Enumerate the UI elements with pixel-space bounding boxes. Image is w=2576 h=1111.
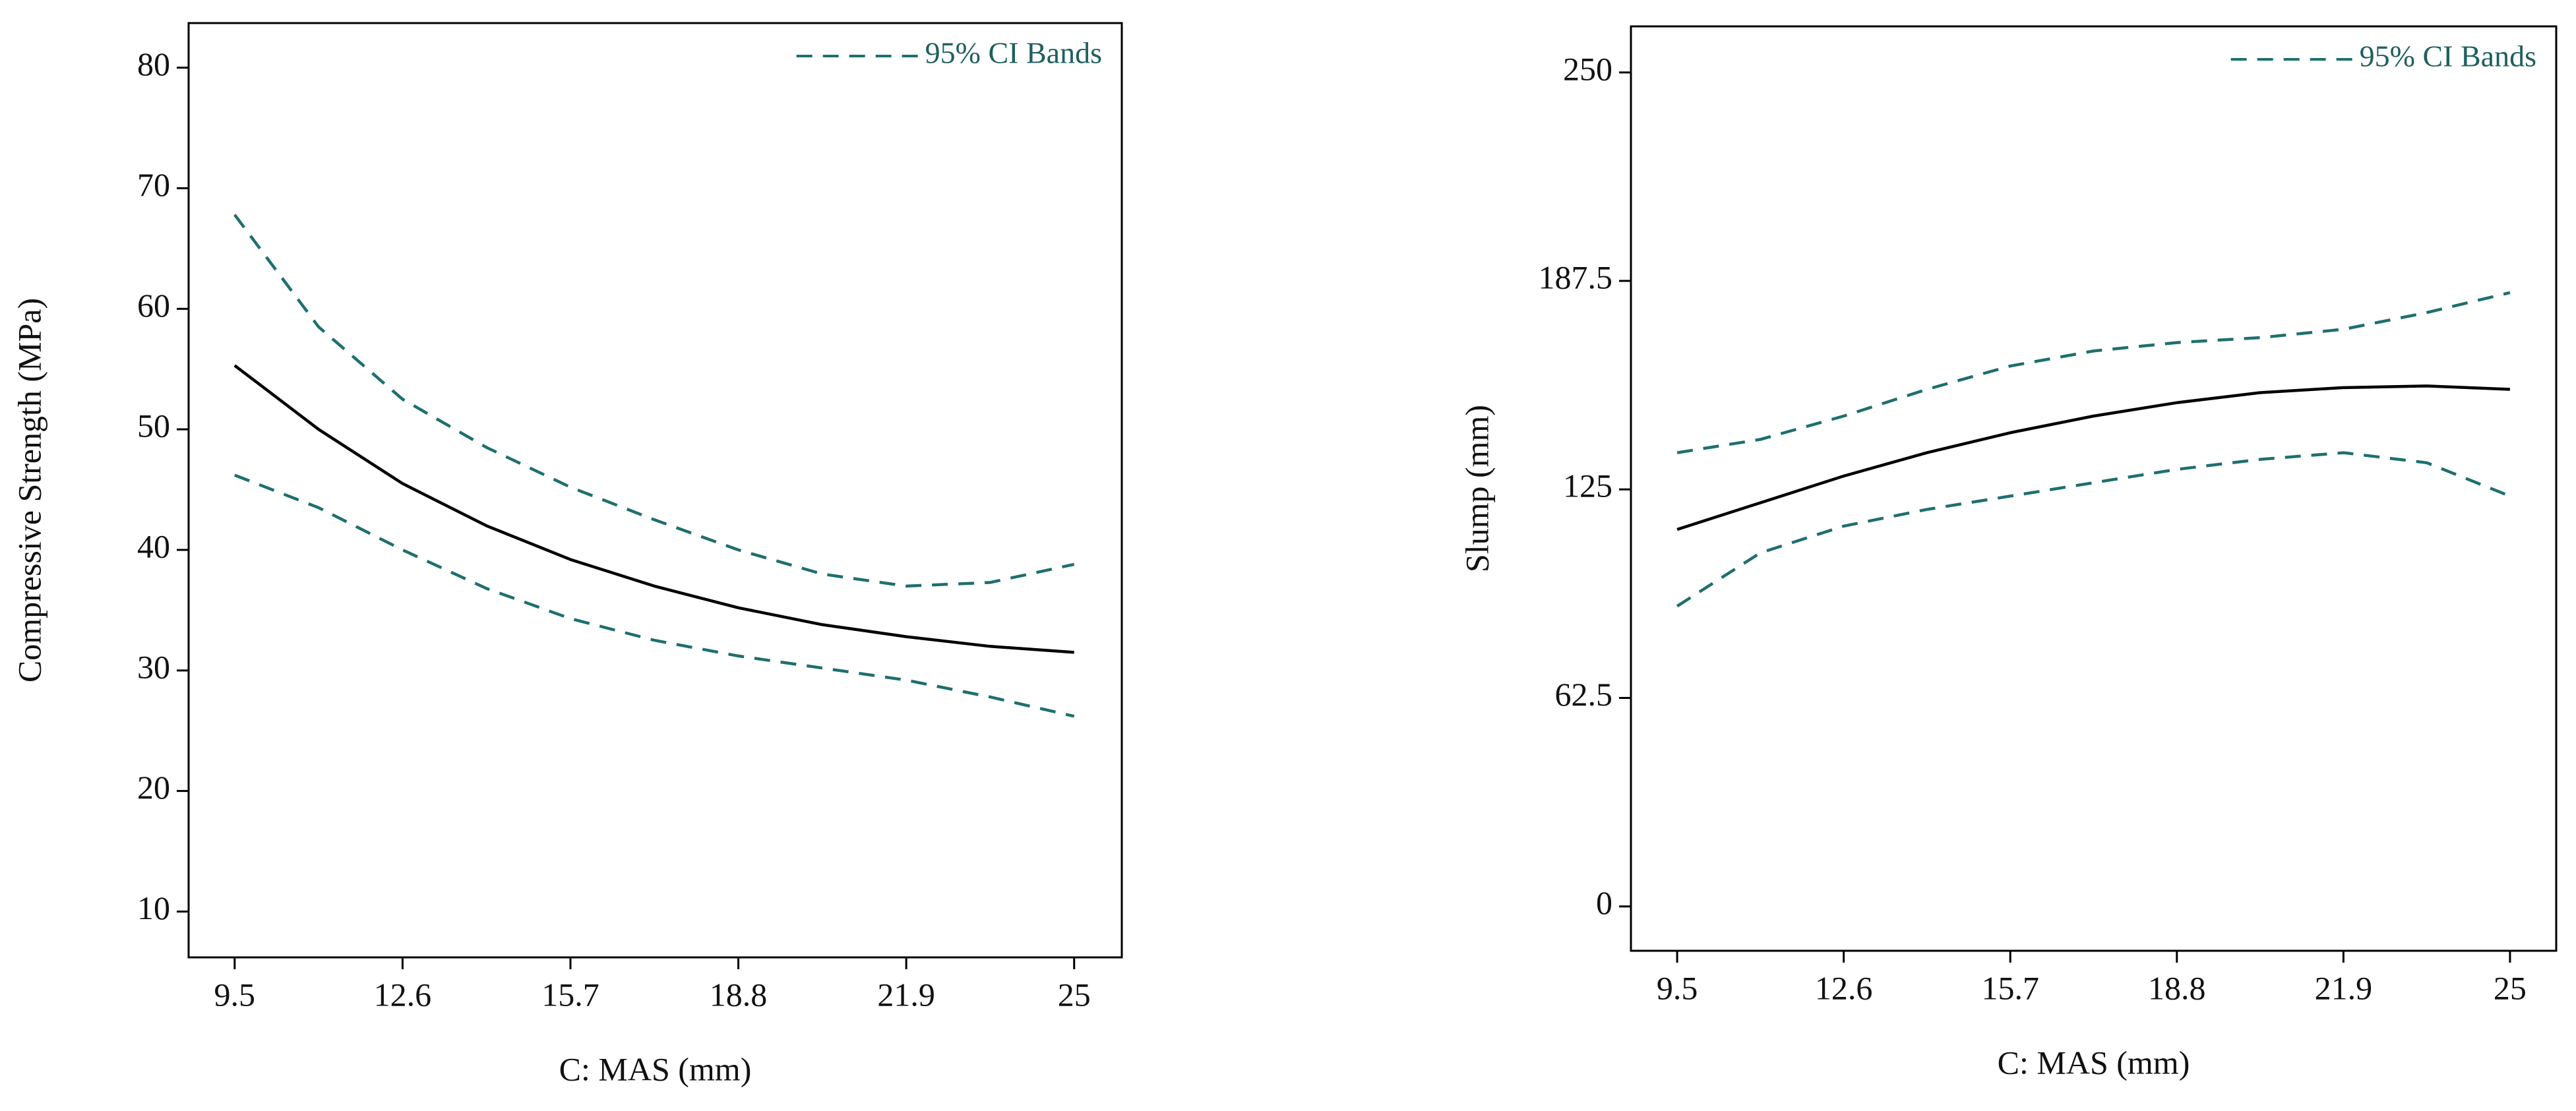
- legend-label: 95% CI Bands: [2360, 40, 2536, 73]
- legend-label: 95% CI Bands: [925, 36, 1102, 70]
- plot-frame: [187, 22, 1123, 959]
- legend: 95% CI Bands: [2230, 40, 2536, 73]
- x-tick-label: 21.9: [2315, 969, 2373, 1006]
- legend: 95% CI Bands: [796, 36, 1102, 70]
- chart: 0 62.5 125 187.5 250 9.5 12.6 15.7 18.8 21.9 25 C: …: [1458, 25, 2558, 1081]
- y-axis-label: Slump (mm): [1458, 405, 1495, 572]
- x-axis-label: C: MAS (mm): [1998, 1044, 2190, 1081]
- x-tick-label: 9.5: [214, 976, 256, 1013]
- fit-line: [233, 364, 1074, 654]
- y-tick-label: 20: [137, 769, 170, 806]
- x-tick-label: 21.9: [877, 976, 935, 1013]
- x-tick-label: 18.8: [2148, 969, 2206, 1006]
- x-tick-label: 25: [2494, 969, 2527, 1006]
- y-tick-label: 30: [137, 648, 170, 685]
- ci-band-line: [1676, 291, 2511, 454]
- y-tick-label: 10: [137, 889, 170, 926]
- y-tick-label: 80: [137, 45, 170, 82]
- y-tick-label: 250: [1563, 50, 1612, 87]
- y-tick-label: 125: [1563, 467, 1612, 504]
- ci-band-line: [1676, 451, 2511, 608]
- y-tick-label: 62.5: [1555, 676, 1613, 713]
- plot-frame: [1630, 25, 2558, 952]
- y-tick-label: 70: [137, 166, 170, 203]
- y-tick-label: 50: [137, 407, 170, 444]
- x-tick-label: 15.7: [1981, 969, 2039, 1006]
- y-tick-label: 40: [137, 527, 170, 564]
- y-tick-label: 187.5: [1539, 259, 1613, 296]
- x-tick-label: 15.7: [541, 976, 599, 1013]
- x-tick-label: 12.6: [1815, 969, 1873, 1006]
- ci-band-line: [233, 214, 1075, 588]
- ci-band-line: [233, 473, 1075, 718]
- x-tick-label: 25: [1058, 976, 1091, 1013]
- y-tick-label: 60: [137, 287, 170, 324]
- x-tick-label: 12.6: [374, 976, 432, 1013]
- x-axis-label: C: MAS (mm): [559, 1050, 752, 1087]
- y-tick-label: 0: [1596, 884, 1612, 921]
- y-axis-label: Compressive Strength (MPa): [11, 298, 47, 682]
- chart: 10 20 30 40 50 60 70 80 9.5 12.6 15.7 18.8 21.9 25 C: …: [11, 22, 1123, 1087]
- x-tick-label: 18.8: [710, 976, 768, 1013]
- x-tick-label: 9.5: [1657, 969, 1698, 1006]
- fit-line: [1676, 384, 2510, 531]
